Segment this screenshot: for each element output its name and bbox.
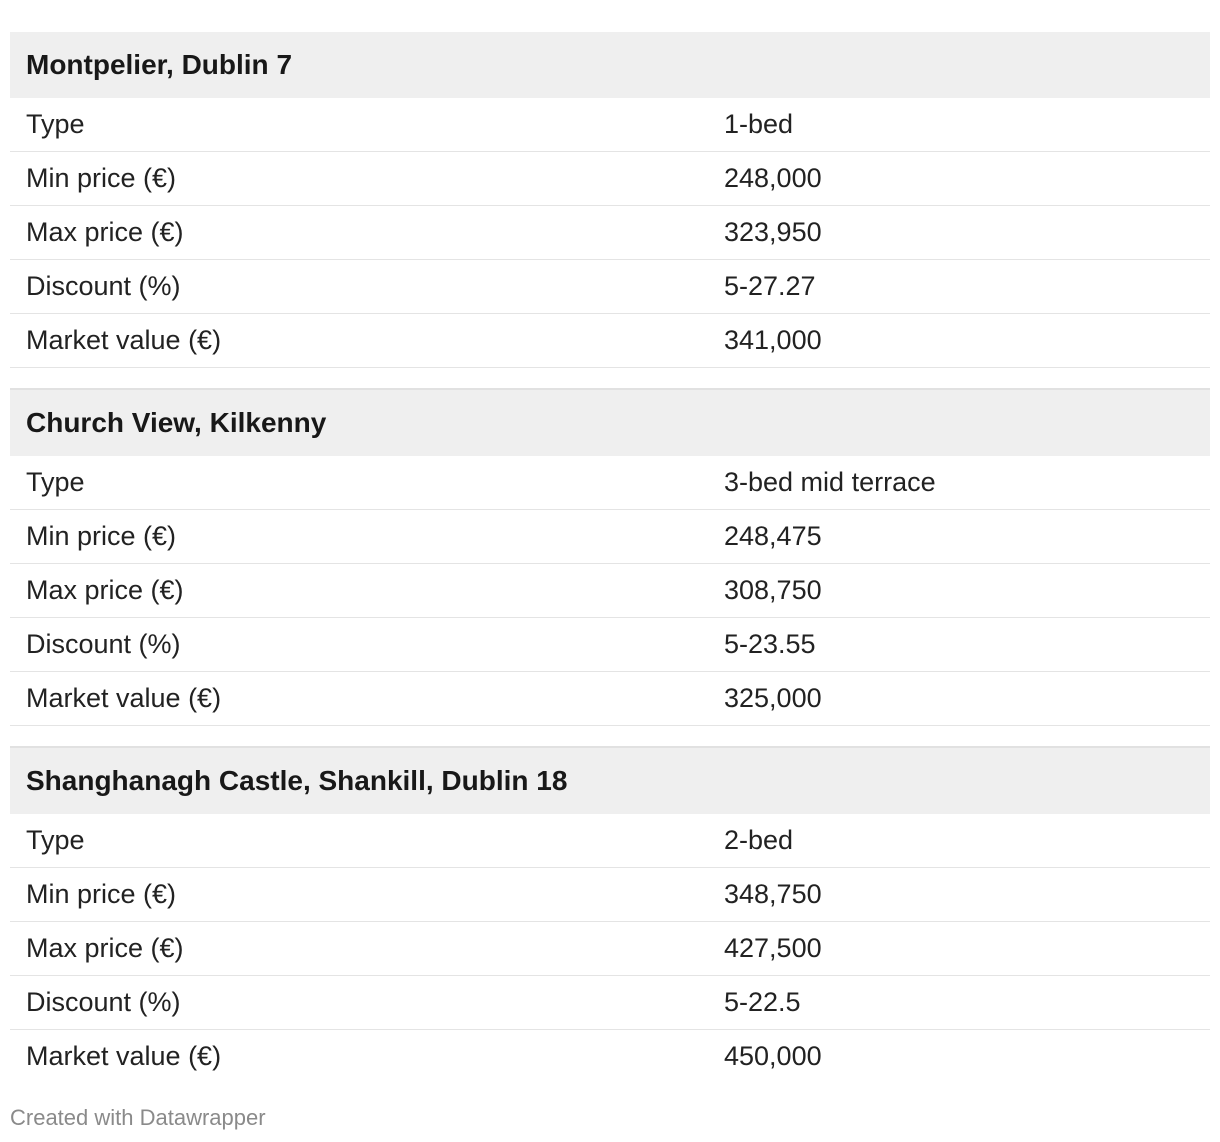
data-table: Montpelier, Dublin 7 Type 1-bed Min pric… [10,30,1210,1103]
row-label: Discount (%) [26,987,181,1017]
row-label: Market value (€) [26,1041,222,1071]
row-value: 248,000 [724,163,822,193]
row-label: Type [26,825,85,855]
row-value: 348,750 [724,879,822,909]
row-value: 5-23.55 [724,629,816,659]
row-value: 450,000 [724,1041,822,1071]
table-row: Type 2-bed [10,814,1210,868]
row-label: Min price (€) [26,163,177,193]
row-value: 5-27.27 [724,271,816,301]
row-value: 1-bed [724,109,794,139]
row-value: 323,950 [724,217,822,247]
table-row: Type 3-bed mid terrace [10,456,1210,510]
table-group: Shanghanagh Castle, Shankill, Dublin 18 … [10,746,1210,1083]
row-value: 308,750 [724,575,822,605]
datawrapper-credit[interactable]: Created with Datawrapper [10,1105,266,1130]
row-label: Discount (%) [26,629,181,659]
table-row: Min price (€) 248,475 [10,510,1210,564]
row-label: Type [26,109,85,139]
table-row: Min price (€) 348,750 [10,868,1210,922]
table-row: Discount (%) 5-27.27 [10,260,1210,314]
row-label: Type [26,467,85,497]
row-label: Max price (€) [26,575,184,605]
table-row: Max price (€) 308,750 [10,564,1210,618]
row-label: Market value (€) [26,683,222,713]
row-label: Max price (€) [26,217,184,247]
table-row: Min price (€) 248,000 [10,152,1210,206]
table-group: Montpelier, Dublin 7 Type 1-bed Min pric… [10,30,1210,368]
table-row: Discount (%) 5-22.5 [10,976,1210,1030]
row-value: 2-bed [724,825,794,855]
row-label: Max price (€) [26,933,184,963]
row-value: 325,000 [724,683,822,713]
row-value: 5-22.5 [724,987,801,1017]
row-label: Min price (€) [26,879,177,909]
group-header: Montpelier, Dublin 7 [10,32,1210,98]
row-label: Min price (€) [26,521,177,551]
table-row: Market value (€) 325,000 [10,672,1210,726]
table-row: Max price (€) 427,500 [10,922,1210,976]
table-row: Type 1-bed [10,98,1210,152]
row-label: Discount (%) [26,271,181,301]
group-header: Shanghanagh Castle, Shankill, Dublin 18 [10,748,1210,814]
row-value: 427,500 [724,933,822,963]
table-row: Market value (€) 450,000 [10,1030,1210,1083]
table-group: Church View, Kilkenny Type 3-bed mid ter… [10,388,1210,726]
row-value: 341,000 [724,325,822,355]
row-value: 3-bed mid terrace [724,467,936,497]
group-header: Church View, Kilkenny [10,390,1210,456]
table-row: Max price (€) 323,950 [10,206,1210,260]
row-value: 248,475 [724,521,822,551]
table-row: Market value (€) 341,000 [10,314,1210,368]
row-label: Market value (€) [26,325,222,355]
table-row: Discount (%) 5-23.55 [10,618,1210,672]
